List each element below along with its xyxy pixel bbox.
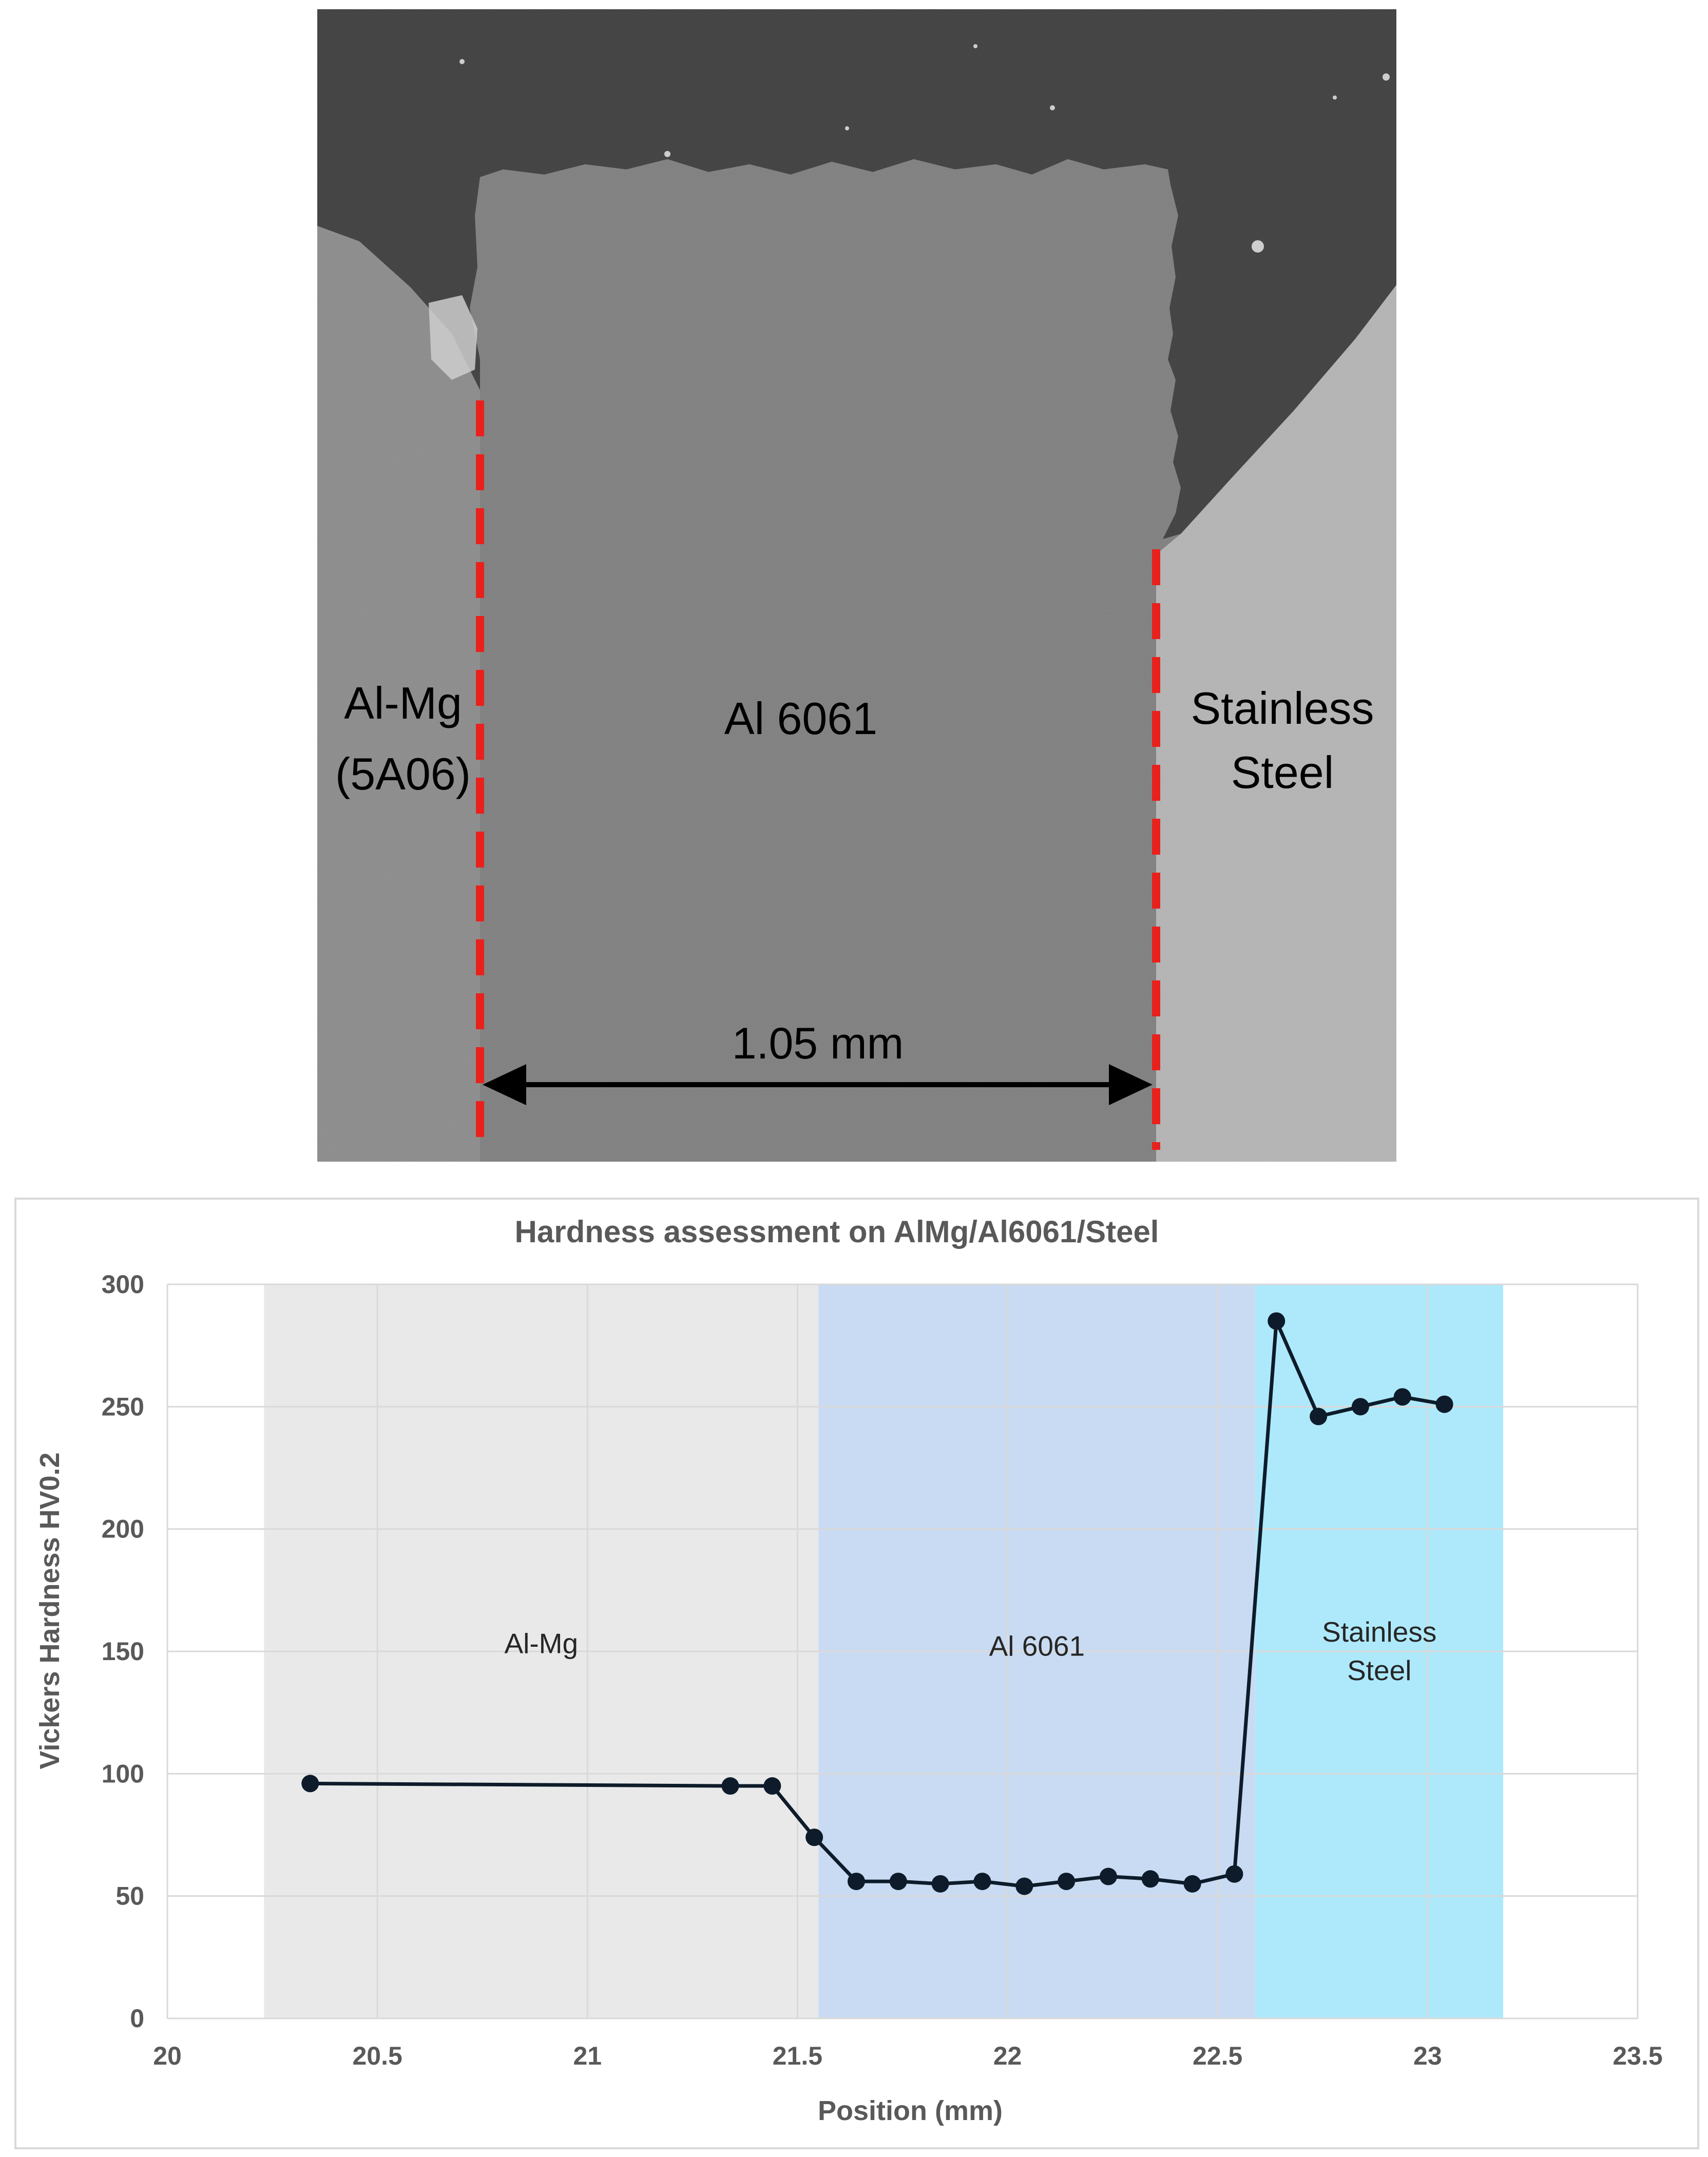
region-label-2-1: Steel: [1347, 1654, 1411, 1686]
label-stainless-line1: Stainless: [1191, 683, 1374, 734]
data-point-0-14: [1268, 1312, 1285, 1330]
data-point-0-3: [805, 1828, 823, 1846]
label-stainless-line2: Steel: [1231, 747, 1334, 798]
x-axis-label: Position (mm): [818, 2095, 1003, 2126]
y-tick-label-6: 300: [102, 1270, 144, 1299]
x-tick-label-4: 22: [993, 2042, 1022, 2070]
region-label-2-0: Stainless: [1322, 1616, 1436, 1648]
data-point-0-16: [1351, 1398, 1369, 1416]
y-tick-label-5: 250: [102, 1392, 144, 1421]
label-al-6061: Al 6061: [724, 693, 877, 744]
data-point-0-11: [1141, 1870, 1159, 1888]
data-point-0-1: [721, 1777, 739, 1795]
x-tick-label-1: 20.5: [352, 2042, 402, 2070]
data-point-0-9: [1058, 1873, 1076, 1891]
data-point-0-12: [1183, 1875, 1201, 1893]
x-tick-label-6: 23: [1413, 2042, 1442, 2070]
y-tick-label-1: 50: [116, 1882, 144, 1911]
micrograph-grain: [317, 9, 1396, 1162]
y-tick-label-2: 100: [102, 1759, 144, 1788]
x-tick-label-0: 20: [153, 2042, 182, 2070]
data-point-0-8: [1015, 1877, 1033, 1895]
dimension-label: 1.05 mm: [732, 1019, 904, 1068]
hardness-series: [301, 1312, 1453, 1895]
y-tick-label-3: 150: [102, 1637, 144, 1666]
y-tick-label-4: 200: [102, 1515, 144, 1544]
data-point-0-2: [763, 1777, 781, 1795]
data-point-0-13: [1225, 1865, 1243, 1883]
hardness-chart: Hardness assessment on AlMg/Al6061/Steel…: [14, 1198, 1699, 2149]
x-tick-label-2: 21: [573, 2042, 602, 2070]
data-point-0-4: [847, 1873, 865, 1891]
x-tick-label-3: 21.5: [773, 2042, 822, 2070]
dimension-arrow-head-left: [483, 1064, 526, 1105]
gridlines: [166, 1283, 1639, 2019]
data-point-0-10: [1099, 1867, 1117, 1885]
x-tick-label-5: 22.5: [1193, 2042, 1242, 2070]
x-tick-label-7: 23.5: [1613, 2042, 1662, 2070]
region-label-1-0: Al 6061: [989, 1630, 1085, 1662]
data-point-0-6: [931, 1875, 949, 1893]
data-point-0-18: [1435, 1395, 1453, 1413]
label-al-mg-line2: (5A06): [335, 748, 471, 799]
dimension-arrow-head-right: [1109, 1064, 1153, 1105]
micrograph-panel: 1.05 mm Al-Mg (5A06) Al 6061 Stainless S…: [317, 9, 1396, 1162]
y-axis-label: Vickers Hardness HV0.2: [34, 1452, 65, 1769]
chart-title: Hardness assessment on AlMg/Al6061/Steel: [515, 1215, 1159, 1249]
data-point-0-7: [973, 1873, 991, 1891]
region-label-0-0: Al-Mg: [504, 1628, 578, 1660]
region-labels: Al-Mg Al 6061 Stainless Steel: [504, 1616, 1436, 1686]
data-point-0-17: [1393, 1388, 1411, 1406]
tick-labels: 20 20.5 21 21.5 22 22.5 23 23.5 0 50 100 150 200 250 3…: [102, 1270, 1663, 2070]
label-al-mg-line1: Al-Mg: [344, 678, 462, 728]
data-point-0-0: [301, 1775, 319, 1793]
y-tick-label-0: 0: [130, 2004, 144, 2033]
data-point-0-5: [889, 1873, 907, 1891]
data-point-0-15: [1310, 1408, 1328, 1426]
